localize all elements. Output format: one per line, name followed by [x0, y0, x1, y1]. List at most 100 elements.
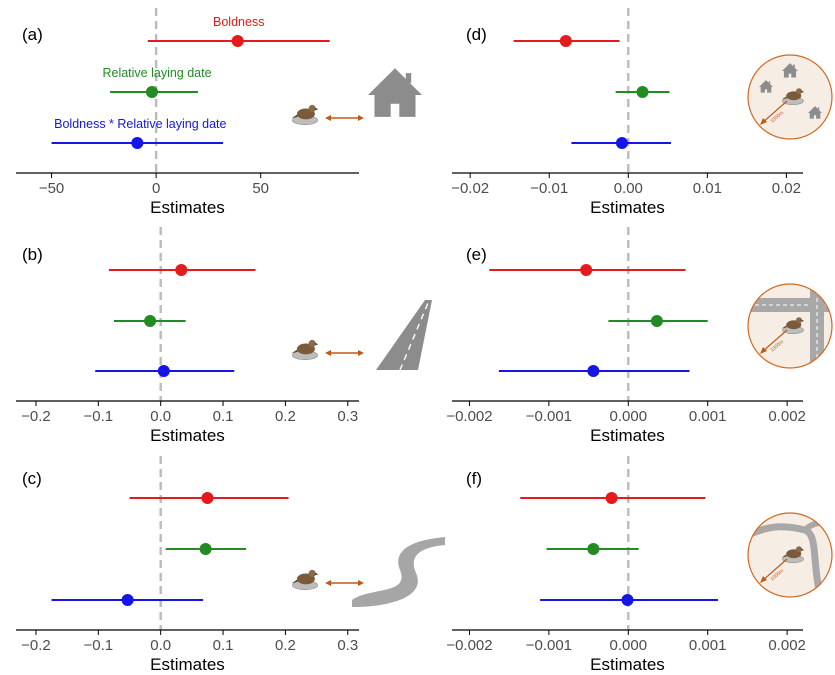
panel-tag: (a): [22, 25, 43, 44]
estimate-point-boldness-relative-laying-date: [621, 594, 634, 606]
estimate-point-boldness: [231, 35, 244, 47]
estimate-point-boldness: [175, 264, 188, 276]
x-tick-label: −0.002: [446, 408, 492, 425]
estimate-point-relative-laying-date: [636, 86, 649, 98]
chimney-shape: [405, 73, 412, 83]
panel-tag: (e): [466, 245, 487, 264]
bird-beak-shape: [314, 107, 319, 111]
estimate-point-boldness: [580, 264, 593, 276]
road-shape: [376, 300, 432, 370]
arrow-head-left: [325, 115, 331, 121]
x-tick-label: 0.1: [213, 637, 234, 654]
x-tick-label: 0.1: [213, 408, 234, 425]
x-tick-label: 0.000: [610, 408, 648, 425]
series-label-1: Boldness: [213, 15, 264, 29]
bird-tail-shape: [291, 114, 298, 119]
radius-arrow-head: [760, 347, 767, 354]
chimney-shape: [793, 64, 795, 68]
x-tick-label: 0.0: [150, 637, 171, 654]
x-axis-title: Estimates: [150, 198, 225, 217]
x-tick-label: −0.2: [21, 637, 51, 654]
x-tick-label: 0.001: [689, 637, 727, 654]
x-tick-label: −0.02: [451, 180, 489, 197]
x-tick-label: 0.002: [768, 408, 806, 425]
estimate-point-boldness: [201, 492, 214, 504]
arrow-head-right: [358, 350, 364, 356]
x-tick-label: 0.000: [610, 637, 648, 654]
x-tick-label: −0.1: [84, 637, 114, 654]
x-tick-label: 50: [252, 180, 269, 197]
x-tick-label: −50: [39, 180, 64, 197]
bird-tail-shape: [781, 96, 787, 100]
estimate-point-boldness-relative-laying-date: [615, 137, 628, 149]
radius-arrow-head: [760, 576, 767, 583]
panel-b: −0.2 −0.1 0.0 0.1 0.2 0.3 Estimates (b): [16, 227, 359, 445]
x-tick-label: 0.002: [768, 637, 806, 654]
nest-distance-to-river-icon: [291, 537, 445, 607]
x-tick-label: −0.001: [526, 408, 572, 425]
x-axis-title: Estimates: [590, 426, 665, 445]
x-axis-title: Estimates: [590, 198, 665, 217]
bird-tail-shape: [291, 579, 298, 584]
bird-beak-shape: [801, 319, 805, 322]
bird-beak-shape: [314, 572, 319, 576]
radius-arrow-line: [761, 558, 788, 582]
bird-tail-shape: [781, 325, 787, 329]
bird-beak-shape: [801, 548, 805, 551]
bird-beak-shape: [314, 342, 319, 346]
x-tick-label: −0.001: [526, 637, 572, 654]
estimate-point-boldness-relative-laying-date: [587, 365, 600, 377]
icon-circle-border: [747, 512, 833, 598]
arrow-head-left: [325, 350, 331, 356]
panel-f: −0.002 −0.001 0.000 0.001 0.002 Estimates (f): [446, 456, 806, 674]
chimney-shape: [817, 107, 820, 110]
x-tick-label: −0.2: [21, 408, 51, 425]
x-tick-label: −0.01: [530, 180, 568, 197]
bird-head-shape: [308, 339, 316, 348]
bird-head-shape: [796, 546, 802, 553]
bird-head-shape: [308, 104, 316, 113]
panel-tag: (b): [22, 245, 43, 264]
estimate-point-relative-laying-date: [650, 315, 663, 327]
x-axis-title: Estimates: [150, 655, 225, 674]
panel-c: −0.2 −0.1 0.0 0.1 0.2 0.3 Estimates (c): [16, 456, 359, 674]
house-shape: [782, 63, 798, 78]
x-axis-title: Estimates: [150, 426, 225, 445]
estimate-point-relative-laying-date: [145, 86, 158, 98]
series-label-2: Relative laying date: [102, 66, 211, 80]
panel-tag: (d): [466, 25, 487, 44]
estimate-point-boldness-relative-laying-date: [121, 594, 134, 606]
house-shape: [759, 80, 773, 93]
x-tick-label: −0.1: [84, 408, 114, 425]
x-tick-label: 0.2: [275, 637, 296, 654]
arrow-head-right: [358, 580, 364, 586]
nest-distance-to-house-icon: [291, 68, 422, 125]
nest-distance-to-road-icon: [291, 300, 432, 371]
x-tick-label: 0.01: [693, 180, 722, 197]
x-tick-label: 0.00: [614, 180, 643, 197]
house-shape: [808, 106, 822, 119]
estimate-point-relative-laying-date: [144, 315, 157, 327]
icon-circle-border: [747, 54, 833, 140]
bird-head-shape: [308, 569, 316, 578]
panel-e: −0.002 −0.001 0.000 0.001 0.002 Estimates (e): [446, 227, 806, 445]
river-shape: [352, 537, 445, 607]
house-shape: [368, 68, 422, 117]
arrow-head-left: [325, 580, 331, 586]
bird-tail-shape: [291, 349, 298, 354]
estimate-point-boldness: [559, 35, 572, 47]
x-tick-label: −0.002: [446, 637, 492, 654]
houses-within-1000m-icon: 1000m: [747, 54, 833, 140]
icon-circle-content: 1000m: [748, 284, 832, 368]
x-tick-label: 0.02: [772, 180, 801, 197]
bird-head-shape: [796, 88, 802, 95]
icon-circle-border: [747, 283, 833, 369]
radius-arrow-line: [761, 329, 788, 353]
x-tick-label: 0: [152, 180, 160, 197]
bird-tail-shape: [781, 554, 787, 558]
panel-tag: (c): [22, 469, 42, 488]
road-marking-shape: [399, 302, 429, 371]
bird-beak-shape: [801, 90, 805, 93]
x-axis-title: Estimates: [590, 655, 665, 674]
